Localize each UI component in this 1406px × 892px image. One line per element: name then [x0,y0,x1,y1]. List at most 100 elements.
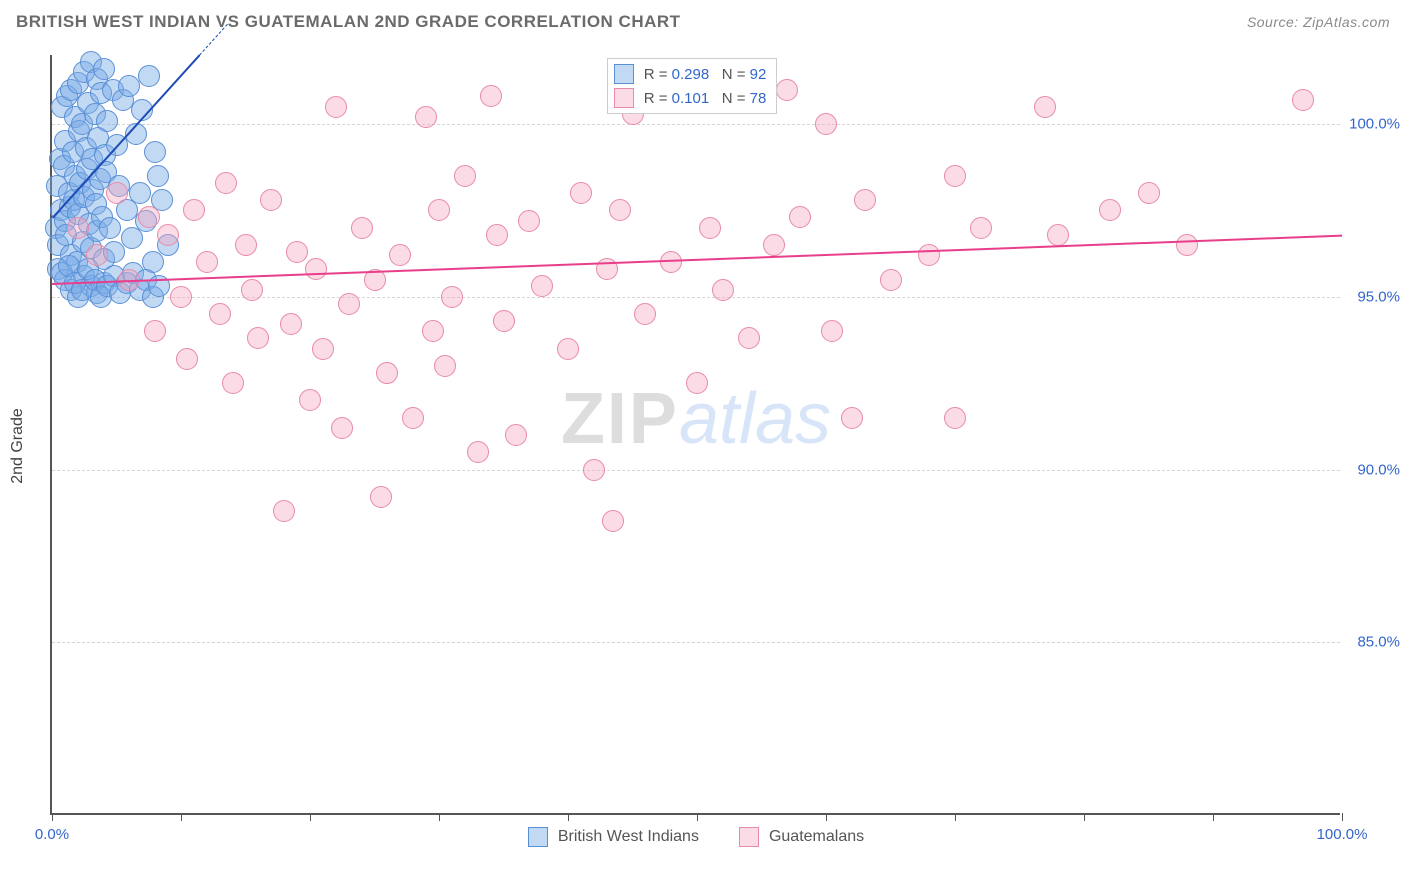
scatter-point [841,407,863,429]
scatter-point [1047,224,1069,246]
scatter-point [241,279,263,301]
xtick [1342,813,1343,821]
xtick [955,813,956,821]
scatter-point [428,199,450,221]
watermark-zip: ZIP [561,379,679,459]
xtick [826,813,827,821]
xtick [310,813,311,821]
scatter-point [157,224,179,246]
scatter-point [854,189,876,211]
scatter-point [821,320,843,342]
scatter-point [121,227,143,249]
xtick [52,813,53,821]
gridline [52,124,1340,125]
ytick-label: 90.0% [1345,461,1400,478]
scatter-point [776,79,798,101]
legend-label-guat: Guatemalans [769,828,864,846]
scatter-point [93,58,115,80]
scatter-point [389,244,411,266]
scatter-point [970,217,992,239]
scatter-point [480,85,502,107]
scatter-point [918,244,940,266]
chart-title: BRITISH WEST INDIAN VS GUATEMALAN 2ND GR… [16,12,681,32]
scatter-point [1138,182,1160,204]
legend-item-guat: Guatemalans [739,827,864,847]
scatter-point [660,251,682,273]
scatter-point [138,65,160,87]
scatter-point [1176,234,1198,256]
scatter-point [712,279,734,301]
scatter-point [247,327,269,349]
scatter-point [325,96,347,118]
legend-swatch [614,64,634,84]
legend-swatch-bwi [528,827,548,847]
xtick-label: 0.0% [35,826,69,843]
scatter-point [557,338,579,360]
scatter-point [170,286,192,308]
gridline [52,470,1340,471]
scatter-point [944,407,966,429]
scatter-point [312,338,334,360]
ytick-label: 95.0% [1345,288,1400,305]
scatter-point [454,165,476,187]
scatter-point [763,234,785,256]
legend-swatch-guat [739,827,759,847]
stats-legend: R = 0.298 N = 92 R = 0.101 N = 78 [607,58,778,114]
scatter-point [235,234,257,256]
stats-legend-row: R = 0.298 N = 92 [614,62,767,86]
scatter-point [531,275,553,297]
scatter-point [280,313,302,335]
scatter-point [376,362,398,384]
scatter-point [1292,89,1314,111]
scatter-point [415,106,437,128]
scatter-point [67,217,89,239]
scatter-point [422,320,444,342]
scatter-point [96,110,118,132]
scatter-point [493,310,515,332]
scatter-point [196,251,218,273]
scatter-point [609,199,631,221]
xtick [1213,813,1214,821]
scatter-point [176,348,198,370]
ytick-label: 85.0% [1345,634,1400,651]
scatter-point [260,189,282,211]
scatter-point [144,320,166,342]
scatter-point [789,206,811,228]
scatter-point [699,217,721,239]
scatter-point [434,355,456,377]
scatter-point [129,182,151,204]
scatter-point [815,113,837,135]
y-axis-label: 2nd Grade [9,408,27,484]
scatter-point [209,303,231,325]
stats-text: R = 0.298 N = 92 [644,66,767,83]
chart-source: Source: ZipAtlas.com [1247,14,1390,30]
xtick [1084,813,1085,821]
scatter-point [86,244,108,266]
scatter-point [144,141,166,163]
scatter-point [106,182,128,204]
xtick [568,813,569,821]
stats-text: R = 0.101 N = 78 [644,90,767,107]
scatter-point [215,172,237,194]
scatter-point [738,327,760,349]
scatter-point [944,165,966,187]
scatter-point [486,224,508,246]
stats-legend-row: R = 0.101 N = 78 [614,86,767,110]
scatter-point [299,389,321,411]
scatter-point [273,500,295,522]
scatter-point [441,286,463,308]
scatter-point [351,217,373,239]
scatter-point [518,210,540,232]
xtick-label: 100.0% [1317,826,1368,843]
scatter-point [602,510,624,532]
xtick [439,813,440,821]
scatter-plot: ZIPatlas British West Indians Guatemalan… [50,55,1340,815]
scatter-point [147,165,169,187]
scatter-point [305,258,327,280]
scatter-point [331,417,353,439]
scatter-point [505,424,527,446]
scatter-point [583,459,605,481]
legend-label-bwi: British West Indians [558,828,699,846]
ytick-label: 100.0% [1345,116,1400,133]
scatter-point [402,407,424,429]
